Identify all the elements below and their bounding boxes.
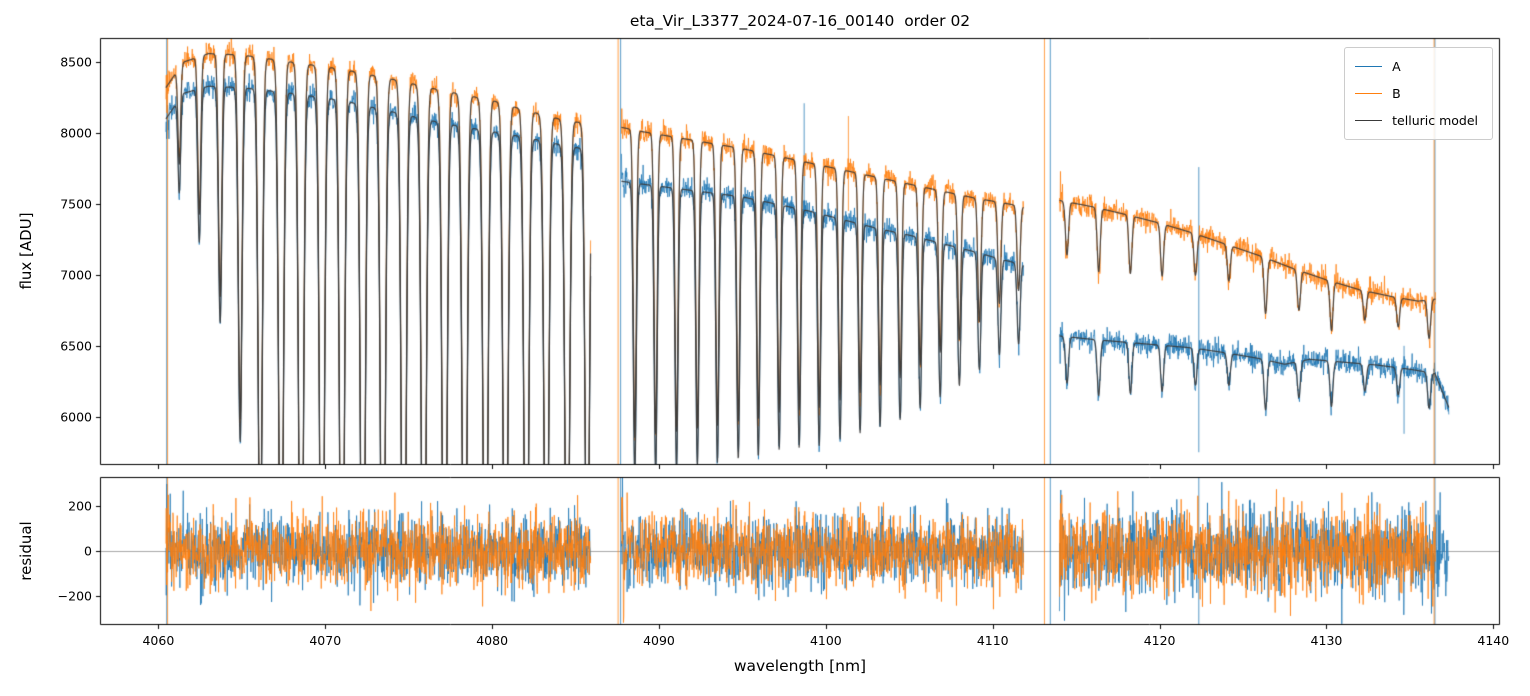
x-axis-label: wavelength [nm]	[733, 657, 867, 675]
y-tick-label: 8500	[60, 54, 92, 70]
legend-line-sample-a	[1355, 66, 1383, 67]
y-tick-label: 6500	[60, 338, 92, 354]
x-tick-label: 4090	[643, 633, 675, 648]
residual-tick-labels: −200 0 200	[0, 0, 92, 696]
x-tick-label: 4110	[976, 633, 1009, 648]
legend-line-sample-telluric-model	[1355, 120, 1383, 121]
y-tick-label: 7500	[60, 196, 92, 212]
y-tick-label: 0	[84, 543, 92, 559]
legend-label-b: B	[1392, 86, 1401, 101]
flux-tick-labels: 6000 6500 7000 7500 8000 8500	[0, 0, 92, 696]
legend-label-telluric-model: telluric model	[1392, 113, 1478, 128]
legend-entry-a: A	[1355, 56, 1478, 77]
x-tick-label: 4070	[309, 633, 342, 648]
x-tick-labels: 4060 4070 4080 4090 4100 4110 4120 4130 4140	[0, 633, 1530, 653]
x-tick-label: 4060	[142, 633, 175, 648]
legend: A B telluric model	[1344, 47, 1493, 140]
y-tick-label: 7000	[60, 267, 92, 283]
y-tick-label: 6000	[60, 409, 92, 425]
x-tick-label: 4080	[476, 633, 509, 648]
legend-entry-b: B	[1355, 83, 1478, 104]
legend-label-a: A	[1392, 59, 1401, 74]
x-tick-label: 4120	[1143, 633, 1176, 648]
y-tick-label: 8000	[60, 125, 92, 141]
x-tick-label: 4140	[1477, 633, 1510, 648]
legend-line-sample-b	[1355, 93, 1383, 94]
y-tick-label: −200	[57, 588, 92, 604]
y-tick-label: 200	[68, 498, 92, 514]
chart-title: eta_Vir_L3377_2024-07-16_00140 order 02	[629, 12, 971, 30]
legend-entry-telluric-model: telluric model	[1355, 110, 1478, 131]
x-tick-label: 4130	[1310, 633, 1343, 648]
x-tick-label: 4100	[809, 633, 842, 648]
